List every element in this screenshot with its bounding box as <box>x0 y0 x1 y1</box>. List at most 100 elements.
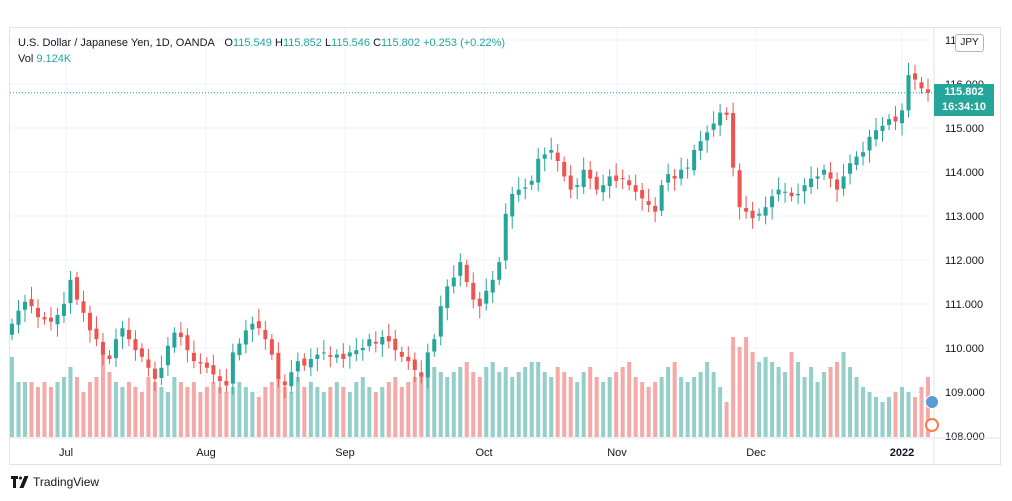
volume-bar <box>568 377 573 437</box>
volume-label: Vol <box>18 53 34 65</box>
candle-body <box>607 176 612 187</box>
volume-bar <box>42 382 47 437</box>
volume-bar <box>919 387 924 437</box>
volume-bar <box>113 382 118 437</box>
event-flag-icon[interactable] <box>925 395 939 409</box>
volume-bar <box>159 387 164 437</box>
candle-body <box>809 178 814 187</box>
y-tick-label: 115.000 <box>945 123 984 135</box>
candle-body <box>594 176 599 190</box>
volume-bar <box>458 367 463 437</box>
candle-body <box>854 156 859 165</box>
candle-body <box>16 310 21 325</box>
volume-bar <box>308 382 313 437</box>
candle-body <box>789 192 794 197</box>
volume-bar <box>347 392 352 437</box>
volume-bar <box>191 382 196 437</box>
candle-body <box>750 210 755 219</box>
candle-body <box>289 372 294 387</box>
candle-body <box>867 136 872 151</box>
volume-bar <box>770 362 775 437</box>
volume-bar <box>731 337 736 437</box>
volume-bar <box>776 367 781 437</box>
candle-body <box>848 163 853 174</box>
candle-body <box>22 301 28 310</box>
volume-bar <box>822 372 827 437</box>
volume-bar <box>367 387 372 437</box>
event-marker-icon[interactable] <box>925 418 939 432</box>
volume-bar <box>152 382 157 437</box>
open-value: 115.549 <box>232 37 272 49</box>
candle-body <box>328 355 333 357</box>
y-tick-label: 113.000 <box>945 211 984 223</box>
volume-bar <box>614 372 619 437</box>
candle-body <box>906 75 911 111</box>
volume-bar <box>360 377 365 437</box>
y-tick-label: 111.000 <box>945 299 983 311</box>
volume-bar <box>594 377 599 437</box>
volume-bar <box>165 392 170 437</box>
candle-body <box>354 350 359 355</box>
chart-legend: U.S. Dollar / Japanese Yen, 1D, OANDA O1… <box>18 35 505 67</box>
candle-body <box>900 110 905 124</box>
candle-body <box>698 141 703 151</box>
volume-bar <box>29 382 34 437</box>
candle-body <box>763 207 768 216</box>
candle-body <box>711 123 716 130</box>
candle-body <box>113 339 118 359</box>
volume-bar <box>198 392 203 437</box>
candle-body <box>744 208 749 212</box>
last-price-tag: 115.802 16:34:10 <box>934 84 994 116</box>
volume-bar <box>581 372 586 437</box>
volume-bar <box>126 382 131 437</box>
candle-body <box>107 355 112 359</box>
y-tick-label: 108.000 <box>945 431 985 443</box>
candle-body <box>542 154 547 159</box>
volume-bar <box>912 397 918 437</box>
footer-branding[interactable]: TradingView <box>11 475 99 489</box>
volume-bar <box>133 387 138 437</box>
candle-body <box>100 341 105 355</box>
candle-body <box>549 150 554 153</box>
candle-body <box>133 339 138 351</box>
volume-bar <box>354 382 359 437</box>
bar-countdown: 16:34:10 <box>941 101 987 113</box>
volume-bar <box>172 377 177 437</box>
volume-bar <box>256 397 261 437</box>
volume-bar <box>815 382 820 437</box>
volume-bar <box>146 377 151 437</box>
candle-body <box>438 306 443 337</box>
volume-bar <box>718 387 723 437</box>
candle-body <box>458 262 463 276</box>
candle-body <box>620 178 625 180</box>
candle-body <box>178 332 183 337</box>
volume-bar <box>575 382 580 437</box>
currency-badge[interactable]: JPY <box>955 34 984 52</box>
candle-body <box>445 286 450 308</box>
candle-body <box>367 339 372 347</box>
close-value: 115.802 <box>381 37 420 49</box>
x-tick-label: Dec <box>746 447 766 459</box>
candle-body <box>757 213 762 216</box>
volume-bar <box>386 382 391 437</box>
candle-body <box>87 312 92 331</box>
volume-bar <box>68 367 73 437</box>
candle-body <box>243 330 248 345</box>
volume-bar <box>81 392 86 437</box>
volume-bar <box>185 387 190 437</box>
candle-body <box>802 185 807 192</box>
y-tick-label: 114.000 <box>945 167 984 179</box>
symbol-title[interactable]: U.S. Dollar / Japanese Yen, 1D, OANDA <box>18 37 215 49</box>
candle-body <box>263 329 268 340</box>
volume-bar <box>711 372 716 437</box>
volume-bar <box>861 387 866 437</box>
candle-body <box>412 359 417 370</box>
volume-bar <box>848 367 853 437</box>
candle-body <box>380 337 385 345</box>
candle-body <box>42 317 47 320</box>
volume-bar <box>484 367 489 437</box>
candle-body <box>815 176 820 179</box>
candle-body <box>497 262 502 280</box>
volume-bar <box>633 377 638 437</box>
